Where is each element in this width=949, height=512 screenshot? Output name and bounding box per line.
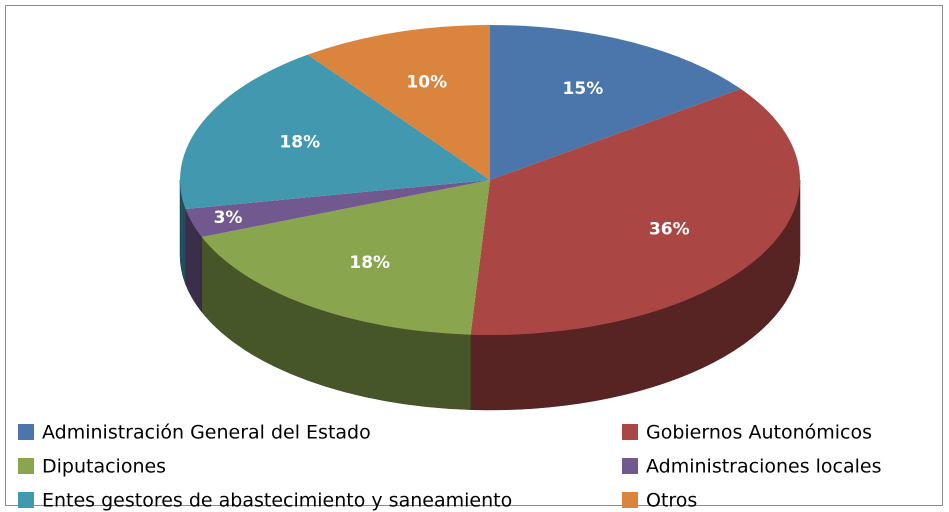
legend-swatch — [622, 424, 638, 440]
data-label: 18% — [349, 253, 390, 273]
slice — [201, 180, 490, 335]
legend-swatch — [18, 458, 34, 474]
legend-swatch — [622, 492, 638, 508]
legend-swatch — [18, 492, 34, 508]
slice — [490, 25, 741, 180]
legend-label: Administración General del Estado — [42, 422, 371, 444]
legend-swatch — [622, 458, 638, 474]
legend-label: Gobiernos Autonómicos — [646, 422, 872, 444]
slice — [185, 180, 490, 238]
slice — [180, 54, 490, 210]
data-label: 3% — [214, 208, 243, 228]
data-label: 10% — [406, 73, 447, 93]
legend-label: Entes gestores de abastecimiento y sanea… — [42, 490, 512, 512]
data-label: 18% — [279, 132, 320, 152]
slice — [470, 88, 801, 336]
legend-swatch — [18, 424, 34, 440]
legend-label: Diputaciones — [42, 456, 166, 478]
legend-label: Administraciones locales — [646, 456, 882, 478]
data-label: 36% — [649, 219, 690, 239]
data-label: 15% — [563, 79, 604, 99]
legend-label: Otros — [646, 490, 697, 512]
slice — [307, 24, 490, 180]
